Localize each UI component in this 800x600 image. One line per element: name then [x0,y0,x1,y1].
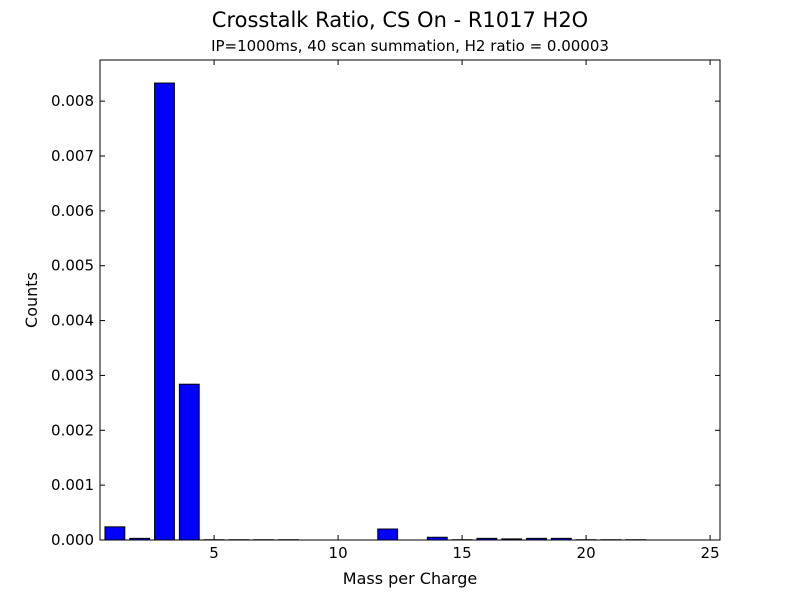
y-tick-label: 0.001 [51,476,94,494]
x-tick-label: 15 [453,544,472,562]
x-tick-label: 5 [209,544,219,562]
bar-mass-1 [104,526,126,541]
x-tick-label: 25 [701,544,720,562]
y-tick-label: 0.004 [51,312,94,330]
x-axis-label: Mass per Charge [343,569,477,588]
y-tick-label: 0.008 [51,92,94,110]
chart-title: Crosstalk Ratio, CS On - R1017 H2O [211,8,589,32]
bars-group [104,82,647,541]
x-tick-label: 20 [577,544,596,562]
y-tick-label: 0.000 [51,531,94,549]
y-tick-label: 0.003 [51,366,94,384]
y-tick-label: 0.007 [51,147,94,165]
x-tick-label: 10 [329,544,348,562]
plot-frame [99,59,721,541]
y-axis-label: Counts [22,272,41,328]
chart-subtitle: IP=1000ms, 40 scan summation, H2 ratio =… [211,37,609,55]
y-tick-label: 0.006 [51,202,94,220]
y-tick-label: 0.002 [51,421,94,439]
bar-mass-4 [178,383,200,541]
bar-mass-12 [377,528,399,541]
ticks-group: 5 10 15 20 25 0.000 0.001 0.002 0.003 0.004 0.005 0… [51,60,720,562]
y-tick-label: 0.005 [51,257,94,275]
bar-mass-3 [154,82,175,541]
